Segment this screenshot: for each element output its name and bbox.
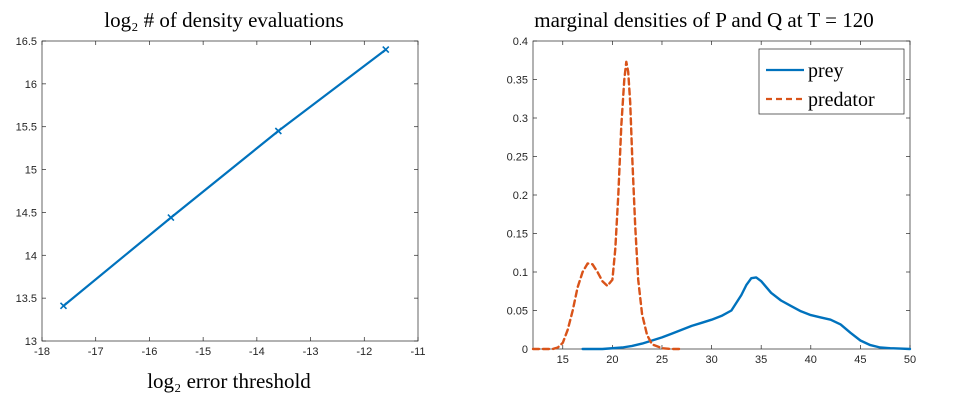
left-x-axis-label: log₂ error threshold <box>147 369 311 393</box>
x-tick-label: 50 <box>904 354 916 366</box>
y-tick-label: 0.1 <box>513 267 528 279</box>
x-tick-label: -18 <box>34 346 50 358</box>
left-plot-title: log₂ # of density evaluations <box>104 8 343 32</box>
left-series <box>59 46 390 310</box>
y-tick-label: 14 <box>25 250 37 262</box>
left-y-ticks: 13 13.5 14 14.5 15 15.5 16 16.5 <box>16 36 418 348</box>
y-tick-label: 0.15 <box>507 229 528 241</box>
y-tick-label: 13 <box>25 336 37 348</box>
y-tick-label: 15.5 <box>16 122 37 134</box>
data-point-marker <box>59 302 68 310</box>
x-tick-label: -13 <box>303 346 319 358</box>
y-tick-label: 16.5 <box>16 36 37 48</box>
right-plot: marginal densities of P and Q at T = 120… <box>507 8 917 366</box>
x-tick-label: 25 <box>656 354 668 366</box>
y-tick-label: 13.5 <box>16 293 37 305</box>
x-tick-label: -17 <box>88 346 104 358</box>
x-tick-label: 45 <box>854 354 866 366</box>
y-tick-label: 0.35 <box>507 75 528 87</box>
x-tick-label: -11 <box>410 346 425 358</box>
y-tick-label: 14.5 <box>16 207 37 219</box>
x-tick-label: -12 <box>356 346 372 358</box>
legend-prey-label: prey <box>808 60 844 82</box>
y-tick-label: 15 <box>25 165 37 177</box>
x-tick-label: -16 <box>141 346 157 358</box>
right-y-ticks: 0 0.05 0.1 0.15 0.2 0.25 0.3 0.35 0.4 <box>507 36 910 356</box>
right-plot-title: marginal densities of P and Q at T = 120 <box>534 8 873 32</box>
x-tick-label: 30 <box>705 354 717 366</box>
left-plot-axes-box <box>41 40 419 342</box>
series-line-prey <box>581 276 912 351</box>
series-line <box>62 48 387 307</box>
y-tick-label: 0.3 <box>513 113 528 125</box>
y-tick-label: 0.25 <box>507 152 528 164</box>
x-tick-label: 15 <box>557 354 569 366</box>
y-tick-label: 0 <box>522 344 528 356</box>
y-tick-label: 16 <box>25 79 37 91</box>
x-tick-label: 20 <box>606 354 618 366</box>
left-x-ticks: -18 -17 -16 -15 -14 -13 -12 -11 <box>34 41 426 358</box>
right-x-ticks: 15 20 25 30 35 40 45 50 <box>557 41 916 366</box>
data-point-marker <box>382 46 390 54</box>
data-point-marker <box>274 127 282 135</box>
y-tick-label: 0.05 <box>507 306 528 318</box>
x-tick-label: -14 <box>249 346 265 358</box>
y-tick-label: 0.2 <box>513 190 528 202</box>
legend-predator-label: predator <box>808 89 875 111</box>
legend: prey predator <box>758 48 905 115</box>
x-tick-label: 40 <box>805 354 817 366</box>
left-plot: log₂ # of density evaluations -18 -17 -16-… <box>16 8 426 393</box>
y-tick-label: 0.4 <box>513 36 528 48</box>
x-tick-label: 35 <box>755 354 767 366</box>
x-tick-label: -15 <box>195 346 211 358</box>
legend-box <box>758 48 905 115</box>
right-series <box>531 60 912 351</box>
data-point-marker <box>167 214 175 222</box>
series-line-predator <box>531 60 683 351</box>
